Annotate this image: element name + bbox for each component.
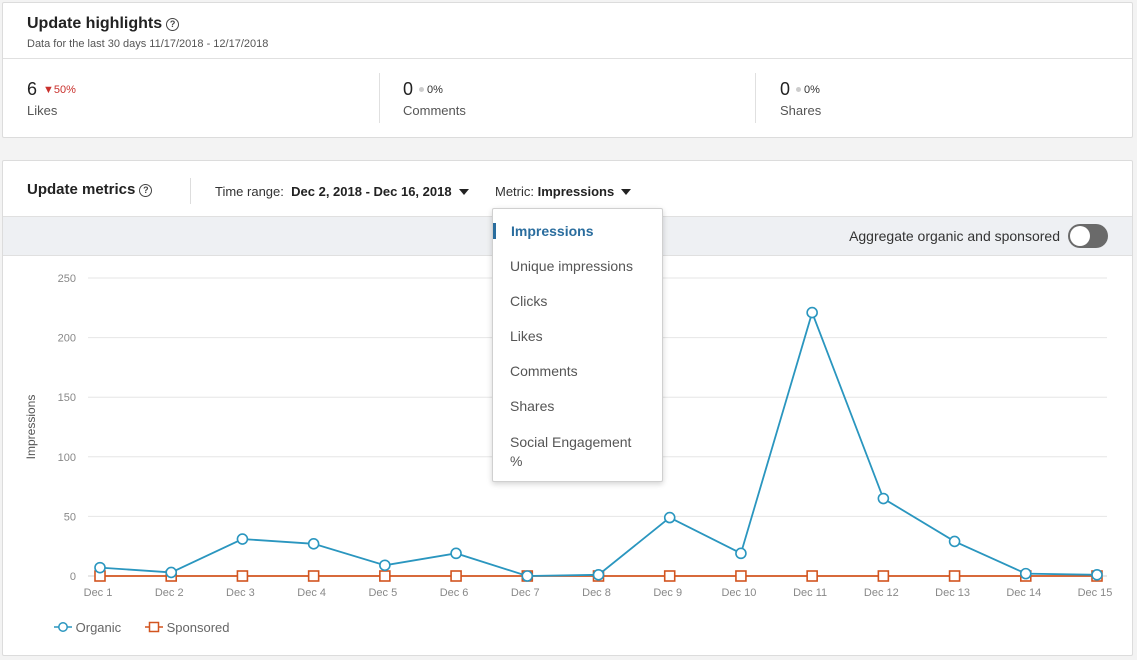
- x-tick-label: Dec 15: [1078, 587, 1113, 599]
- sponsored-point: [379, 570, 391, 582]
- metric-value: Impressions: [537, 184, 615, 199]
- time-range-dropdown[interactable]: Time range: Dec 2, 2018 - Dec 16, 2018: [215, 184, 469, 199]
- organic-point: [450, 547, 462, 560]
- help-icon[interactable]: ?: [166, 18, 180, 31]
- organic-point: [735, 547, 747, 560]
- update-highlights-card: Update highlights? Data for the last 30 …: [2, 2, 1133, 138]
- organic-point: [307, 538, 320, 550]
- legend-organic[interactable]: Organic: [54, 620, 121, 635]
- x-tick-label: Dec 2: [155, 587, 184, 599]
- circle-marker-icon: [54, 622, 72, 632]
- metrics-title: Update metrics?: [27, 181, 153, 198]
- menu-item-impressions[interactable]: Impressions: [493, 223, 662, 239]
- y-tick-label: 150: [58, 392, 76, 404]
- stat-shares: 0 0% Shares: [780, 79, 821, 118]
- divider: [379, 73, 380, 123]
- stat-value: 6: [27, 79, 38, 99]
- organic-point: [806, 306, 818, 319]
- x-tick-label: Dec 4: [297, 587, 326, 599]
- organic-point: [663, 511, 676, 524]
- stat-likes: 6 ▼50% Likes: [27, 79, 76, 118]
- aggregate-label: Aggregate organic and sponsored: [849, 228, 1060, 244]
- organic-point: [1091, 569, 1103, 581]
- organic-point: [165, 566, 178, 579]
- x-tick-label: Dec 11: [793, 587, 827, 599]
- x-tick-label: Dec 7: [511, 587, 540, 599]
- x-tick-label: Dec 3: [226, 587, 255, 599]
- menu-item-likes[interactable]: Likes: [510, 328, 543, 344]
- menu-item-comments[interactable]: Comments: [510, 363, 578, 379]
- stat-value: 0: [403, 79, 414, 99]
- divider: [3, 58, 1132, 59]
- menu-item-unique-impressions[interactable]: Unique impressions: [510, 258, 633, 274]
- sponsored-point: [450, 570, 462, 582]
- highlights-subtitle: Data for the last 30 days 11/17/2018 - 1…: [27, 38, 269, 50]
- sponsored-point: [948, 570, 961, 582]
- stat-delta: 0%: [796, 84, 820, 96]
- time-range-value: Dec 2, 2018 - Dec 16, 2018: [291, 184, 452, 199]
- stat-label: Shares: [780, 103, 822, 118]
- down-arrow-icon: ▼: [43, 84, 54, 96]
- menu-item-shares[interactable]: Shares: [510, 398, 555, 414]
- stat-label: Comments: [403, 103, 466, 118]
- caret-down-icon: [458, 189, 469, 195]
- organic-point: [1019, 567, 1032, 580]
- sponsored-point: [236, 570, 249, 582]
- x-tick-label: Dec 5: [368, 587, 397, 599]
- square-marker-icon: [145, 621, 163, 633]
- stat-value: 0: [780, 79, 791, 99]
- metric-dropdown[interactable]: Metric: Impressions: [495, 184, 632, 199]
- organic-point: [948, 535, 961, 548]
- x-tick-label: Dec 10: [721, 587, 756, 599]
- y-tick-label: 100: [58, 452, 76, 464]
- x-tick-label: Dec 9: [653, 587, 682, 599]
- stat-comments: 0 0% Comments: [403, 79, 466, 118]
- organic-point: [236, 533, 249, 545]
- y-tick-label: 250: [58, 273, 76, 285]
- organic-point: [592, 569, 605, 581]
- caret-down-icon: [621, 189, 632, 195]
- divider: [755, 73, 756, 123]
- y-tick-label: 50: [64, 511, 76, 523]
- x-tick-label: Dec 6: [440, 587, 469, 599]
- organic-point: [877, 492, 890, 505]
- sponsored-point: [877, 570, 890, 582]
- y-axis-label: Impressions: [24, 395, 38, 460]
- sponsored-point: [806, 570, 818, 582]
- help-icon[interactable]: ?: [139, 184, 153, 197]
- stat-label: Likes: [27, 103, 58, 118]
- x-tick-label: Dec 8: [582, 587, 611, 599]
- stat-delta: 0%: [419, 84, 443, 96]
- menu-item-clicks[interactable]: Clicks: [510, 293, 548, 309]
- organic-point: [379, 559, 391, 572]
- legend-sponsored[interactable]: Sponsored: [145, 620, 230, 635]
- sponsored-point: [307, 570, 320, 582]
- sponsored-point: [663, 570, 676, 582]
- toggle-knob: [1070, 226, 1090, 246]
- organic-point: [94, 561, 106, 574]
- highlights-title: Update highlights?: [27, 15, 180, 33]
- x-tick-label: Dec 1: [84, 587, 113, 599]
- aggregate-toggle[interactable]: [1068, 224, 1108, 248]
- divider: [190, 178, 191, 204]
- organic-point: [521, 570, 534, 582]
- metric-dropdown-menu: Impressions Unique impressions Clicks Li…: [492, 208, 663, 482]
- x-tick-label: Dec 12: [864, 587, 899, 599]
- y-tick-label: 0: [70, 571, 76, 583]
- neutral-dot-icon: [419, 87, 425, 92]
- menu-item-social-engagement[interactable]: Social Engagement%: [510, 434, 632, 469]
- y-tick-label: 200: [58, 333, 76, 345]
- neutral-dot-icon: [796, 87, 802, 92]
- x-tick-label: Dec 14: [1006, 587, 1041, 599]
- sponsored-point: [735, 570, 747, 582]
- stat-delta: ▼50%: [43, 84, 76, 96]
- x-tick-label: Dec 13: [935, 587, 970, 599]
